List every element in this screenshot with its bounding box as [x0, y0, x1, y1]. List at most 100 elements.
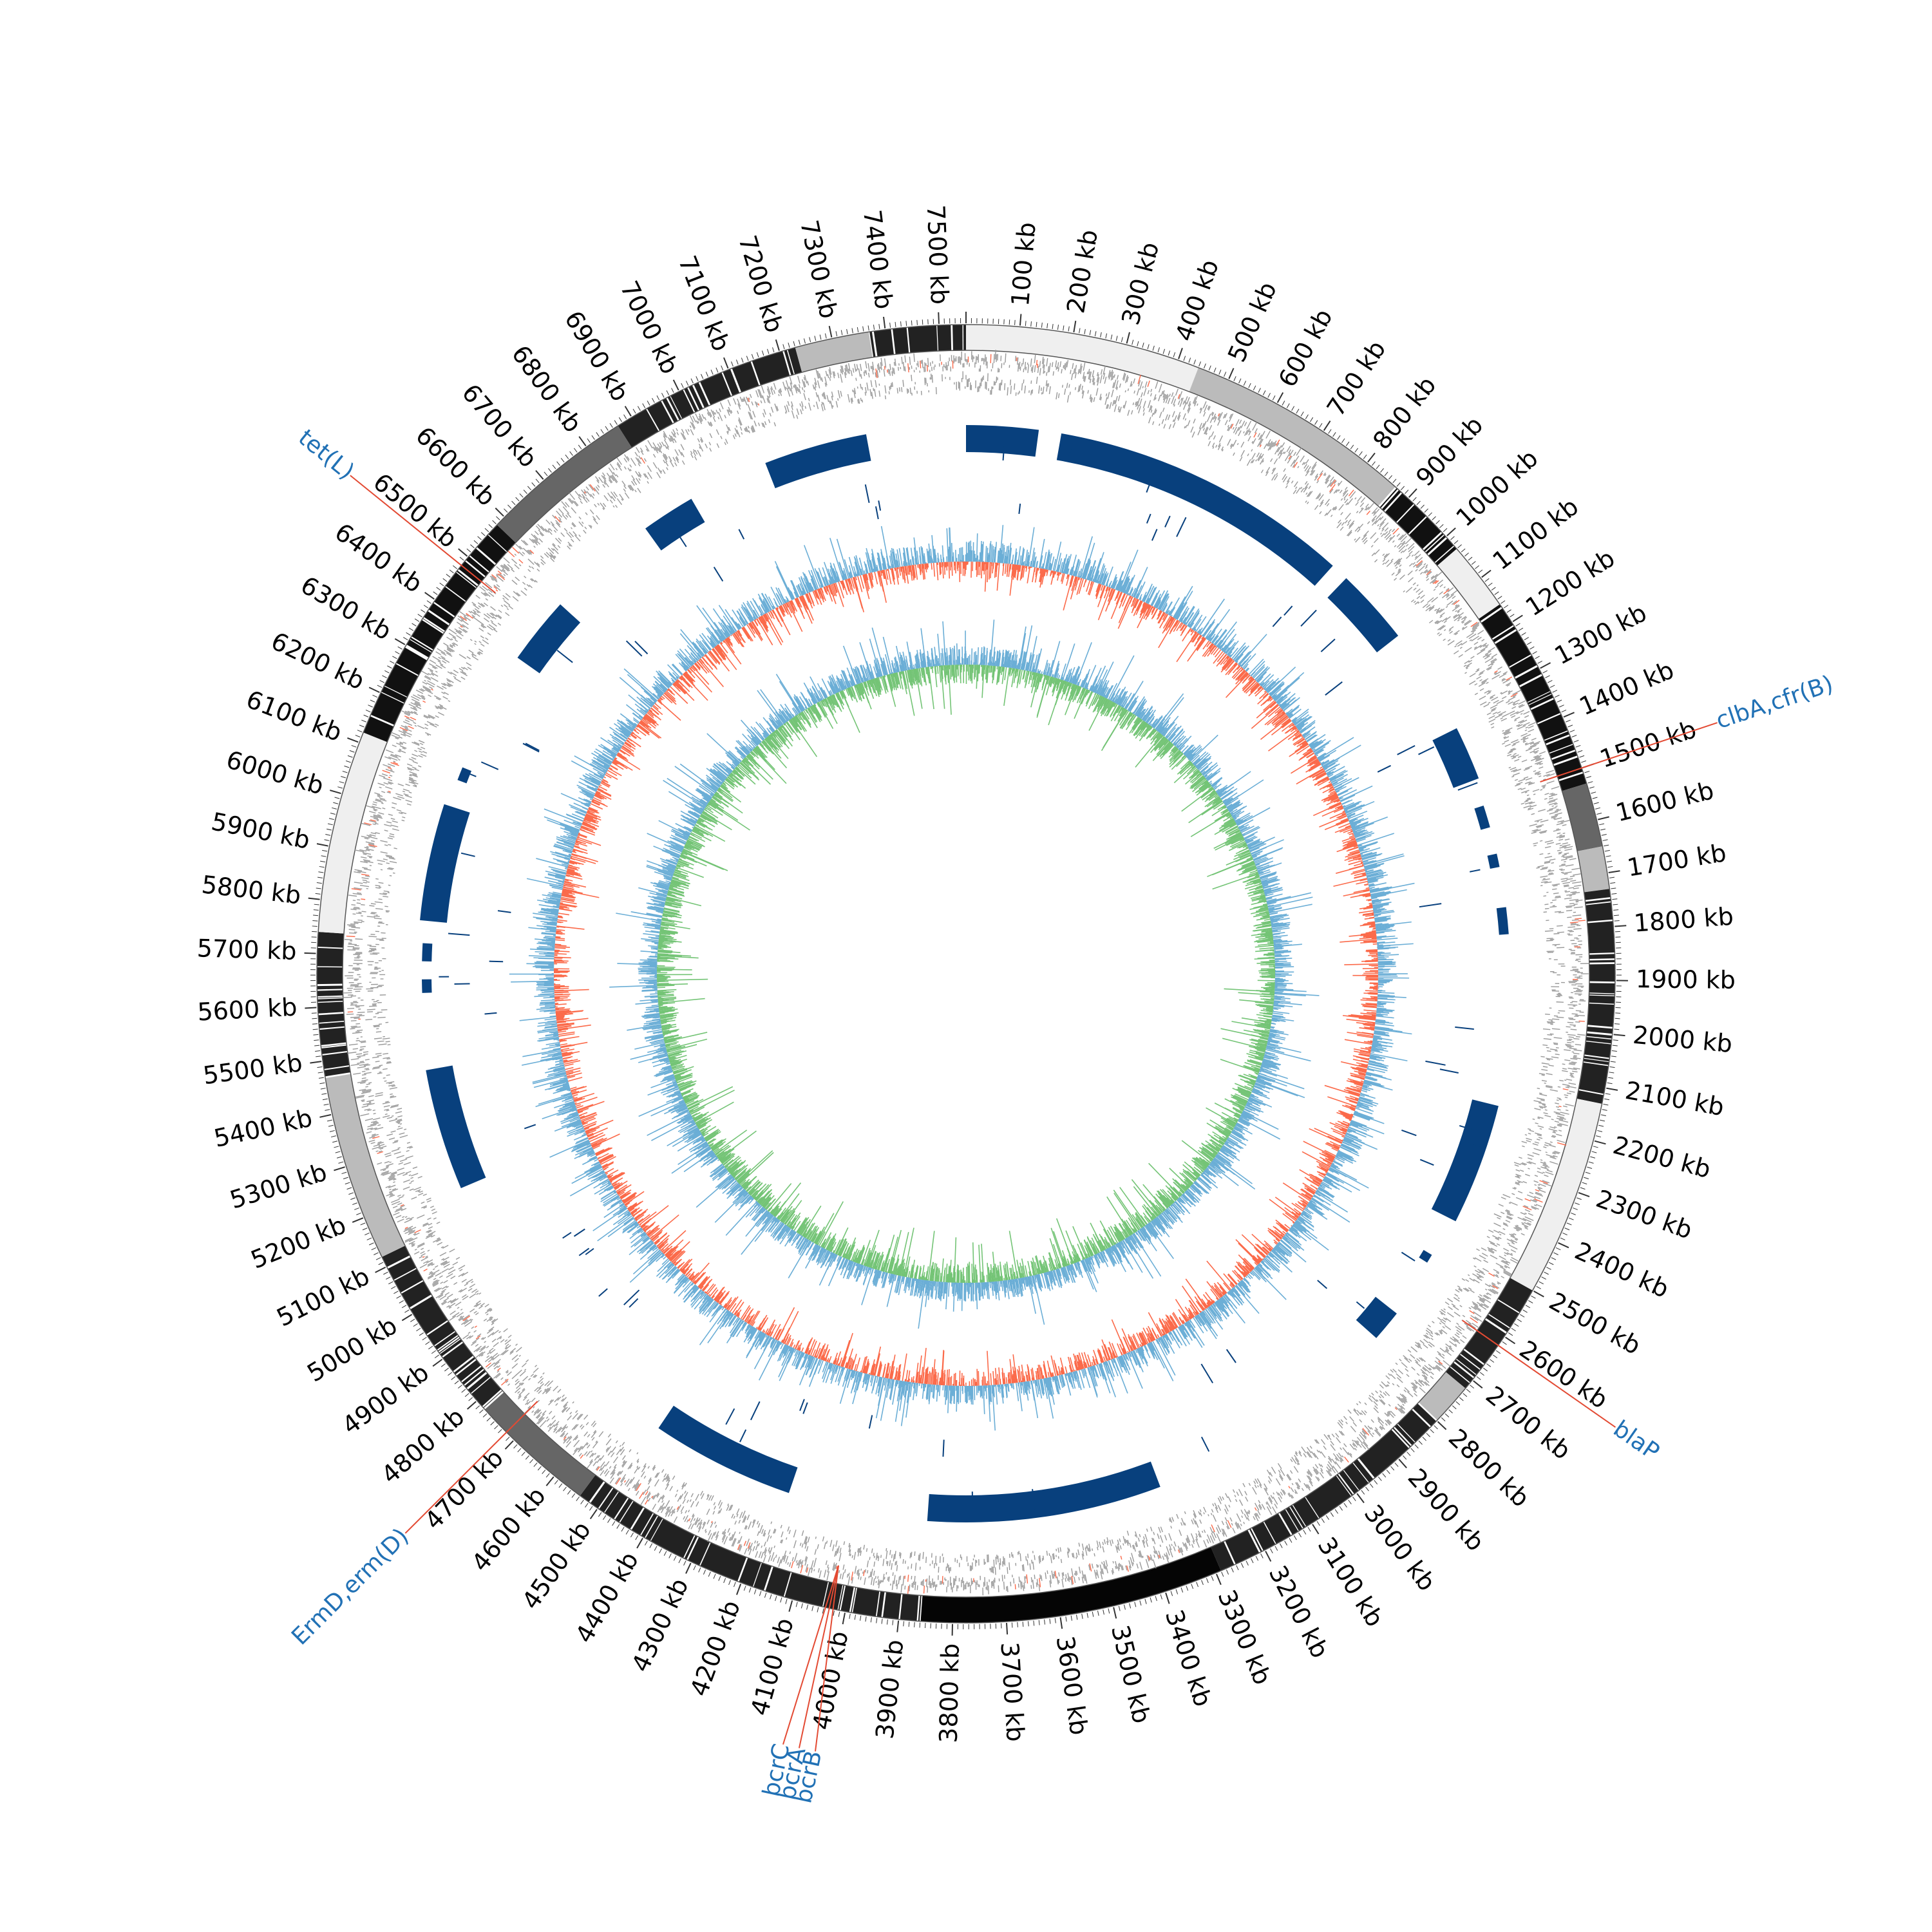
contig-stripe — [589, 1481, 605, 1504]
annotation-feature — [1232, 426, 1235, 430]
annotation-feature — [377, 782, 385, 786]
annotation-feature — [448, 700, 451, 703]
annotation-feature — [402, 721, 413, 726]
annotation-feature — [475, 594, 480, 599]
annotation-feature — [583, 1414, 589, 1420]
annotation-feature — [1518, 779, 1526, 782]
annotation-feature — [609, 1466, 612, 1469]
annotation-feature — [365, 841, 375, 844]
annotation-feature — [749, 393, 752, 399]
annotation-feature — [414, 768, 419, 772]
annotation-feature — [410, 717, 417, 721]
annotation-feature — [1273, 458, 1278, 465]
annotation-feature — [1553, 1037, 1562, 1039]
annotation-feature — [1115, 380, 1119, 390]
annotation-feature — [1420, 1357, 1426, 1363]
annotation-feature — [373, 1113, 376, 1115]
annotation-feature — [1025, 1556, 1027, 1561]
annotation-feature — [1540, 819, 1549, 823]
contig-stripe — [851, 1587, 858, 1613]
annotation-feature — [1392, 1383, 1395, 1386]
annotation-feature — [1419, 1387, 1426, 1394]
annotation-feature — [1502, 1223, 1509, 1227]
annotation-feature — [814, 1549, 817, 1555]
annotation-feature — [1341, 522, 1345, 526]
annotation-feature — [474, 643, 477, 645]
annotation-feature — [1438, 1330, 1443, 1334]
annotation-feature — [475, 1343, 479, 1347]
annotation-feature — [1399, 564, 1402, 567]
annotation-feature — [1454, 645, 1457, 648]
annotation-feature — [1555, 1106, 1560, 1108]
annotation-feature — [597, 502, 600, 506]
annotation-feature — [1036, 1582, 1037, 1587]
annotation-feature — [596, 515, 600, 520]
annotation-feature — [1420, 1368, 1428, 1376]
annotation-feature — [377, 1072, 383, 1074]
annotation-feature — [484, 1356, 493, 1363]
annotation-feature — [662, 469, 666, 474]
annotation-feature — [1059, 361, 1062, 368]
annotation-feature — [853, 1551, 857, 1560]
annotation-feature — [1054, 1571, 1057, 1578]
annotation-feature — [354, 1018, 360, 1019]
annotation-feature — [1388, 1410, 1391, 1413]
annotation-feature — [1153, 1538, 1156, 1544]
annotation-feature — [1096, 1569, 1099, 1578]
annotation-feature — [1448, 1347, 1454, 1352]
annotation-feature — [1562, 1083, 1570, 1086]
contig-stripe — [687, 386, 700, 411]
annotation-feature — [1358, 507, 1364, 514]
annotation-feature — [1438, 1360, 1443, 1365]
annotation-feature — [695, 1493, 699, 1501]
annotation-feature — [1514, 779, 1519, 781]
annotation-feature — [1501, 1260, 1510, 1266]
annotation-feature — [875, 380, 877, 388]
annotation-feature — [1537, 1117, 1540, 1119]
annotation-feature — [571, 507, 577, 514]
annotation-feature — [685, 429, 689, 435]
annotation-feature — [891, 1580, 894, 1591]
annotation-feature — [875, 372, 876, 377]
annotation-feature — [1209, 424, 1213, 431]
contig-stripe — [323, 1065, 350, 1070]
annotation-feature — [923, 366, 925, 372]
annotation-feature — [762, 422, 766, 428]
annotation-feature — [478, 1305, 483, 1309]
annotation-feature — [1272, 440, 1277, 448]
annotation-feature — [1153, 1551, 1155, 1554]
annotation-feature — [1068, 1548, 1070, 1552]
annotation-feature — [1074, 1577, 1076, 1584]
annotation-feature — [1130, 1557, 1133, 1567]
annotation-feature — [377, 1162, 383, 1165]
annotation-feature — [505, 612, 510, 616]
contig-stripe — [1585, 896, 1611, 902]
annotation-feature — [1129, 1542, 1132, 1548]
annotation-feature — [408, 791, 412, 794]
annotation-feature — [1546, 842, 1555, 845]
annotation-feature — [1473, 1311, 1482, 1318]
annotation-feature — [788, 386, 791, 392]
annotation-feature — [736, 1508, 740, 1515]
annotation-feature — [1096, 372, 1099, 377]
annotation-feature — [1503, 1272, 1511, 1277]
annotation-feature — [1549, 858, 1556, 861]
annotation-feature — [1549, 802, 1557, 806]
annotation-feature — [1490, 694, 1495, 698]
annotation-feature — [1502, 1222, 1508, 1226]
annotation-feature — [909, 387, 912, 394]
annotation-feature — [1479, 643, 1487, 649]
annotation-feature — [1554, 817, 1562, 820]
annotation-feature — [426, 734, 430, 736]
annotation-feature — [1339, 489, 1343, 494]
annotation-feature — [522, 551, 526, 555]
annotation-feature — [1345, 513, 1351, 520]
annotation-feature — [834, 1551, 837, 1557]
contig-block — [497, 426, 632, 543]
annotation-feature — [1497, 1217, 1501, 1220]
annotation-feature — [1338, 504, 1344, 511]
annotation-feature — [1481, 639, 1485, 642]
annotation-feature — [1363, 1441, 1368, 1447]
annotation-feature — [825, 370, 828, 377]
annotation-feature — [1435, 1332, 1441, 1336]
